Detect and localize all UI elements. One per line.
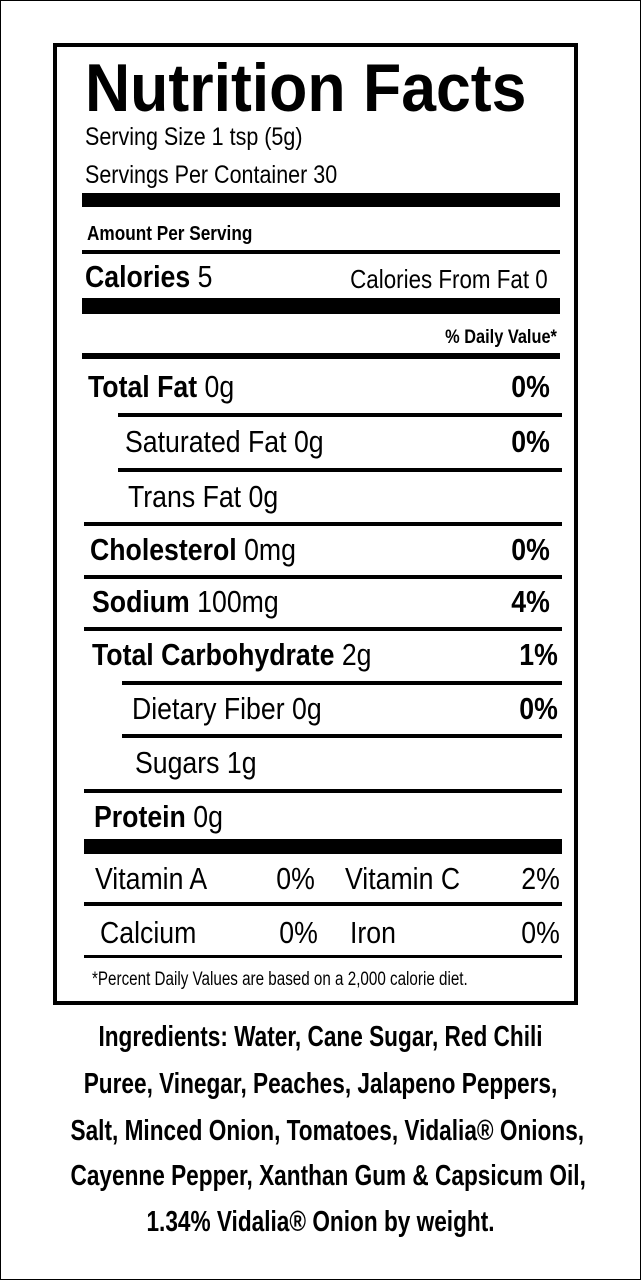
nutrient-row: Saturated Fat 0g [125,425,324,459]
vitamin-label: Calcium [100,915,197,950]
ingredients-line: Cayenne Pepper, Xanthan Gum & Capsicum O… [70,1160,586,1192]
nutrient-label: Sugars [135,745,220,780]
nutrient-dv: 0% [511,369,550,404]
nutrient-row: Dietary Fiber 0g [132,692,322,726]
nutrient-dv: 0% [519,691,558,726]
divider [82,193,560,207]
divider [82,353,560,359]
nutrient-row: Total Fat 0g [88,370,234,404]
divider [84,839,562,854]
divider [84,789,562,793]
nutrient-amount: 0g [292,691,322,726]
divider [84,955,562,958]
divider [82,250,560,254]
vitamin-dv: 2% [521,861,560,896]
nutrient-row: Protein 0g [94,800,223,834]
ingredients-line: Salt, Minced Onion, Tomatoes, Vidalia® O… [70,1115,585,1147]
nutrient-row: Cholesterol 0mg [90,533,296,567]
amount-per-serving: Amount Per Serving [87,223,253,245]
vitamin-label: Vitamin A [95,861,208,896]
nutrient-label: Trans Fat [128,479,242,514]
nutrient-row: Sugars 1g [135,746,257,780]
nutrient-row: Trans Fat 0g [128,480,278,514]
ingredients-line: 1.34% Vidalia® Onion by weight. [146,1206,495,1238]
daily-value-header: % Daily Value* [445,327,557,348]
divider [84,627,562,631]
nutrient-label: Sodium [92,584,190,619]
nutrient-dv: 4% [511,584,550,619]
serving-size: Serving Size 1 tsp (5g) [85,123,303,151]
divider [84,522,562,526]
nutrient-amount: 0g [293,424,324,459]
nutrient-amount: 2g [341,637,372,672]
nutrient-amount: 0g [248,479,279,514]
nutrient-amount: 1g [226,745,257,780]
divider [118,468,562,472]
vitamin-label: Iron [350,915,396,950]
servings-per-container: Servings Per Container 30 [85,161,338,189]
divider [122,681,562,685]
nutrient-label: Total Fat [88,369,198,404]
nutrient-label: Total Carbohydrate [92,637,335,672]
nutrient-amount: 0g [204,369,235,404]
divider [82,298,560,314]
divider [118,413,562,417]
nutrient-label: Protein [94,799,186,834]
divider [84,902,562,906]
nutrient-amount: 0mg [244,532,296,567]
calories-from-fat: Calories From Fat 0 [350,264,548,294]
nutrient-row: Total Carbohydrate 2g [92,638,372,672]
divider [122,734,562,738]
nutrient-label: Saturated Fat [125,424,287,459]
nutrient-label: Dietary Fiber [132,691,285,726]
calories: Calories 5 [85,260,212,294]
nutrient-dv: 1% [519,637,558,672]
nutrient-amount: 100mg [197,584,279,619]
vitamin-dv: 0% [279,915,318,950]
vitamin-dv: 0% [276,861,315,896]
nutrient-dv: 0% [511,532,550,567]
title: Nutrition Facts [85,50,527,126]
vitamin-dv: 0% [521,915,560,950]
nutrient-row: Sodium 100mg [92,585,279,619]
calories-amount: 5 [197,259,213,294]
ingredients-line: Ingredients: Water, Cane Sugar, Red Chil… [98,1021,543,1053]
footnote: *Percent Daily Values are based on a 2,0… [92,969,468,990]
calories-label: Calories [85,259,191,294]
vitamin-label: Vitamin C [345,861,461,896]
nutrient-label: Cholesterol [90,532,237,567]
nutrient-amount: 0g [193,799,223,834]
label-box [53,43,578,1005]
nutrient-dv: 0% [511,424,550,459]
ingredients-line: Puree, Vinegar, Peaches, Jalapeno Pepper… [83,1068,558,1100]
divider [84,575,562,579]
